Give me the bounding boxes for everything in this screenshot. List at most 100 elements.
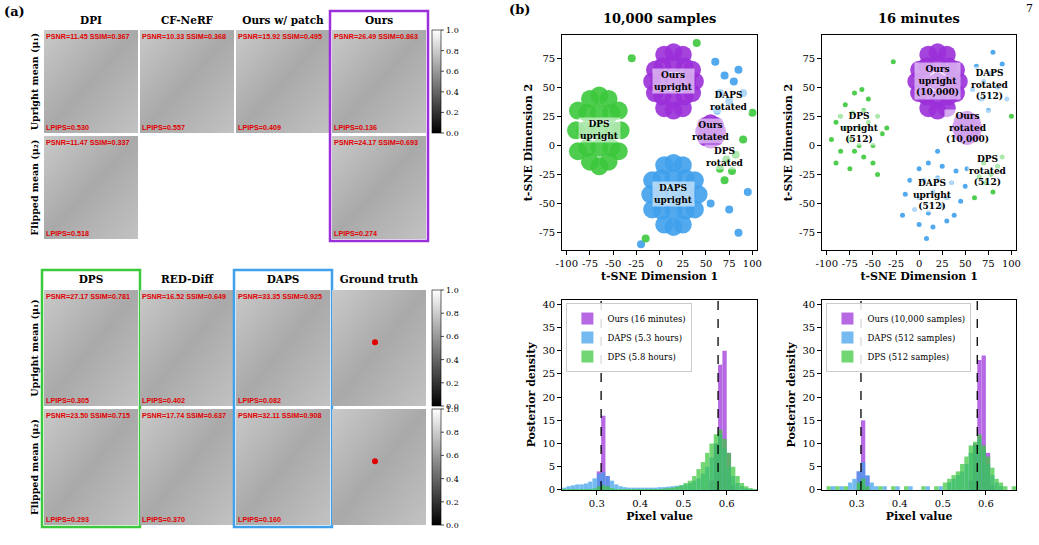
svg-text:-50: -50 xyxy=(605,258,621,269)
svg-text:LPIPS=0.136: LPIPS=0.136 xyxy=(334,123,377,132)
svg-text:DAPS (512 samples): DAPS (512 samples) xyxy=(867,333,955,343)
svg-text:-50: -50 xyxy=(865,258,881,269)
svg-text:10: 10 xyxy=(542,438,555,449)
svg-text:-50: -50 xyxy=(539,198,555,209)
svg-text:1.0: 1.0 xyxy=(446,286,459,295)
svg-text:Upright mean (μ₁): Upright mean (μ₁) xyxy=(29,299,40,396)
svg-text:Pixel value: Pixel value xyxy=(886,510,953,523)
svg-text:Flipped mean (μ₂): Flipped mean (μ₂) xyxy=(29,419,40,515)
svg-text:0.5: 0.5 xyxy=(935,498,951,509)
svg-text:LPIPS=0.370: LPIPS=0.370 xyxy=(142,515,185,524)
svg-text:DPSrotated(512): DPSrotated(512) xyxy=(969,154,1007,187)
svg-text:DPSrotated: DPSrotated xyxy=(706,146,744,168)
svg-text:1.0: 1.0 xyxy=(446,405,459,414)
svg-text:15: 15 xyxy=(802,415,815,426)
svg-text:DAPSupright(512): DAPSupright(512) xyxy=(913,178,952,211)
svg-text:-75: -75 xyxy=(842,258,858,269)
svg-text:Posterior density: Posterior density xyxy=(525,342,538,448)
svg-text:DAPSupright: DAPSupright xyxy=(654,183,693,205)
svg-text:PSNR=10.33 SSIM=0.368: PSNR=10.33 SSIM=0.368 xyxy=(142,32,226,41)
svg-text:Ours: Ours xyxy=(365,14,393,26)
svg-text:0: 0 xyxy=(916,258,922,269)
svg-text:5: 5 xyxy=(549,461,555,472)
svg-text:50: 50 xyxy=(959,258,972,269)
svg-text:PSNR=11.45 SSIM=0.367: PSNR=11.45 SSIM=0.367 xyxy=(46,32,130,41)
svg-text:-25: -25 xyxy=(799,169,815,180)
svg-text:15: 15 xyxy=(542,415,555,426)
svg-text:LPIPS=0.274: LPIPS=0.274 xyxy=(334,229,377,238)
svg-text:LPIPS=0.160: LPIPS=0.160 xyxy=(238,515,281,524)
svg-text:0.6: 0.6 xyxy=(446,67,459,76)
svg-text:0.4: 0.4 xyxy=(892,498,908,509)
svg-text:0: 0 xyxy=(656,258,662,269)
svg-text:0.8: 0.8 xyxy=(446,309,459,318)
svg-text:0.8: 0.8 xyxy=(446,428,459,437)
svg-text:LPIPS=0.402: LPIPS=0.402 xyxy=(142,396,185,405)
svg-text:Oursrotated(10,000): Oursrotated(10,000) xyxy=(946,111,989,145)
svg-text:DPI: DPI xyxy=(80,14,102,26)
svg-text:1.0: 1.0 xyxy=(446,26,459,35)
svg-text:20: 20 xyxy=(802,392,815,403)
svg-text:-100: -100 xyxy=(556,258,578,269)
svg-text:0.4: 0.4 xyxy=(632,498,648,509)
svg-text:0.2: 0.2 xyxy=(446,379,459,388)
svg-text:-75: -75 xyxy=(582,258,598,269)
svg-text:PSNR=24.17 SSIM=0.693: PSNR=24.17 SSIM=0.693 xyxy=(334,138,418,147)
svg-text:0.6: 0.6 xyxy=(978,498,994,509)
svg-text:LPIPS=0.305: LPIPS=0.305 xyxy=(46,396,89,405)
svg-text:PSNR=16.52 SSIM=0.649: PSNR=16.52 SSIM=0.649 xyxy=(142,292,226,301)
svg-text:25: 25 xyxy=(542,111,555,122)
svg-text:0: 0 xyxy=(549,140,555,151)
svg-text:20: 20 xyxy=(542,392,555,403)
svg-text:0.4: 0.4 xyxy=(446,475,459,484)
svg-text:0: 0 xyxy=(809,140,815,151)
svg-text:25: 25 xyxy=(936,258,949,269)
svg-text:100: 100 xyxy=(1002,258,1021,269)
svg-text:PSNR=15.92 SSIM=0.495: PSNR=15.92 SSIM=0.495 xyxy=(238,32,322,41)
svg-text:40: 40 xyxy=(542,299,555,310)
svg-text:PSNR=23.50 SSIM=0.715: PSNR=23.50 SSIM=0.715 xyxy=(46,411,130,420)
svg-text:0.6: 0.6 xyxy=(719,498,735,509)
svg-text:LPIPS=0.530: LPIPS=0.530 xyxy=(46,123,89,132)
svg-text:DPS (512 samples): DPS (512 samples) xyxy=(867,352,949,362)
svg-text:CF-NeRF: CF-NeRF xyxy=(161,14,214,26)
svg-text:-100: -100 xyxy=(816,258,838,269)
svg-text:DPS: DPS xyxy=(79,273,104,285)
svg-text:35: 35 xyxy=(542,322,555,333)
svg-text:Ours (10,000 samples): Ours (10,000 samples) xyxy=(867,314,965,324)
svg-text:0.2: 0.2 xyxy=(446,108,459,117)
svg-text:Oursupright: Oursupright xyxy=(654,70,693,92)
svg-text:25: 25 xyxy=(676,258,689,269)
svg-text:PSNR=33.35 SSIM=0.925: PSNR=33.35 SSIM=0.925 xyxy=(238,292,322,301)
svg-text:-50: -50 xyxy=(799,198,815,209)
svg-text:0.6: 0.6 xyxy=(446,332,459,341)
svg-text:DAPS: DAPS xyxy=(267,273,300,285)
svg-text:0: 0 xyxy=(549,484,555,495)
svg-text:30: 30 xyxy=(802,345,815,356)
svg-text:0.3: 0.3 xyxy=(589,498,605,509)
svg-text:50: 50 xyxy=(700,258,713,269)
svg-text:-75: -75 xyxy=(799,227,815,238)
svg-text:DAPSrotated(512): DAPSrotated(512) xyxy=(971,68,1009,101)
svg-text:Pixel value: Pixel value xyxy=(626,510,693,523)
svg-text:30: 30 xyxy=(542,345,555,356)
svg-text:10,000 samples: 10,000 samples xyxy=(603,11,716,26)
svg-text:0.4: 0.4 xyxy=(446,356,459,365)
svg-text:-75: -75 xyxy=(539,227,555,238)
svg-text:0.6: 0.6 xyxy=(446,451,459,460)
svg-text:t-SNE Dimension 1: t-SNE Dimension 1 xyxy=(601,270,718,283)
svg-text:Ours w/ patch: Ours w/ patch xyxy=(242,14,324,26)
svg-text:Posterior density: Posterior density xyxy=(785,342,798,448)
svg-text:t-SNE Dimension 2: t-SNE Dimension 2 xyxy=(782,84,795,201)
svg-text:0.3: 0.3 xyxy=(849,498,865,509)
svg-text:DPSupright: DPSupright xyxy=(580,119,619,141)
svg-text:50: 50 xyxy=(802,82,815,93)
svg-text:LPIPS=0.293: LPIPS=0.293 xyxy=(46,515,89,524)
svg-text:5: 5 xyxy=(809,461,815,472)
svg-text:0.8: 0.8 xyxy=(446,47,459,56)
svg-text:DPSupright(512): DPSupright(512) xyxy=(840,111,879,144)
svg-text:t-SNE Dimension 2: t-SNE Dimension 2 xyxy=(522,84,535,201)
svg-text:LPIPS=0.082: LPIPS=0.082 xyxy=(238,396,281,405)
svg-text:PSNR=27.17 SSIM=0.781: PSNR=27.17 SSIM=0.781 xyxy=(46,292,130,301)
svg-text:0.0: 0.0 xyxy=(446,521,459,530)
